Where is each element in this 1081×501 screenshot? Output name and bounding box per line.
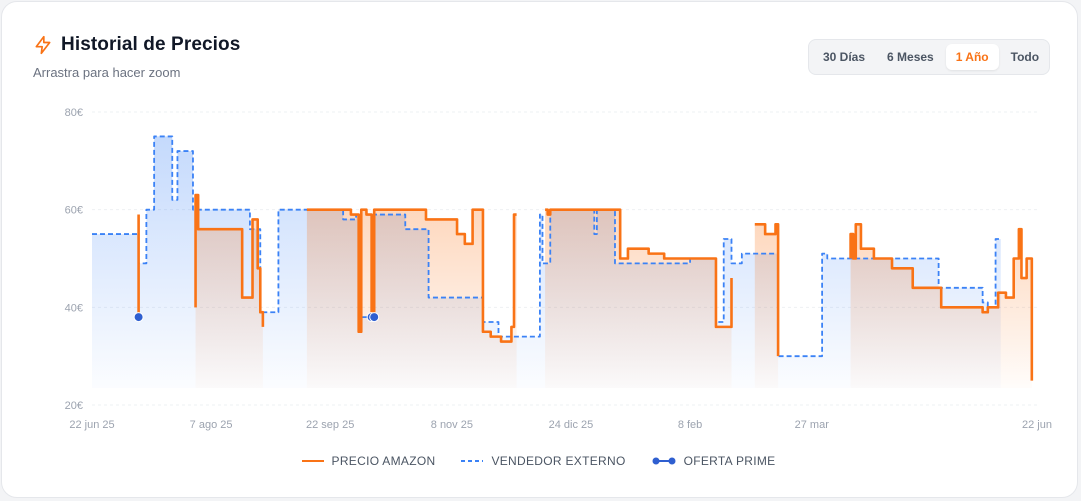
range-6-months-button[interactable]: 6 Meses [887,50,934,64]
legend-external[interactable]: VENDEDOR EXTERNO [461,454,625,468]
dashed-line-icon [461,460,484,462]
legend-amazon[interactable]: PRECIO AMAZON [301,454,436,468]
x-tick-label: 7 ago 25 [190,419,233,431]
lightning-icon [35,35,51,55]
x-tick-label: 8 feb [678,419,702,431]
prime-offer-point [369,312,380,323]
page-title: Historial de Precios [61,34,241,55]
legend-prime[interactable]: OFERTA PRIME [652,454,776,468]
zoom-hint: Arrastra para hacer zoom [33,65,181,80]
amazon-area [545,209,732,388]
range-all-button[interactable]: Todo [1010,50,1040,64]
x-tick-label: 22 sep 25 [306,419,354,431]
amazon-price-line [849,223,1034,381]
x-tick-label: 22 jun 25 [69,419,114,431]
external-seller-line [92,135,1001,358]
time-range-selector: 30 Días 6 Meses 1 Año Todo [808,39,1050,75]
solid-line-icon [301,460,324,462]
header: Historial de Precios [33,34,240,56]
x-tick-label: 27 mar [795,419,830,431]
x-tick-label: 8 nov 25 [431,419,473,431]
dot-line-icon [652,457,676,465]
amazon-price-line [545,208,733,329]
amazon-area [754,224,779,388]
legend-prime-label: OFERTA PRIME [683,454,776,468]
y-tick-label: 60€ [65,205,83,217]
legend-external-label: VENDEDOR EXTERNO [491,454,626,468]
y-tick-label: 40€ [65,302,83,314]
chart-legend: PRECIO AMAZON VENDEDOR EXTERNO OFERTA PR… [0,454,1077,468]
amazon-area [306,209,517,388]
range-1-year-button[interactable]: 1 Año [945,44,999,70]
amazon-price-line [754,223,780,357]
y-tick-label: 80€ [65,107,83,119]
amazon-area [195,195,263,388]
x-tick-label: 24 dic 25 [549,419,594,431]
legend-amazon-label: PRECIO AMAZON [331,454,436,468]
amazon-price-line [306,208,517,343]
y-tick-label: 20€ [65,400,83,412]
amazon-price-line [194,193,265,327]
x-tick-label: 22 jun [1022,419,1052,431]
range-30-days-button[interactable]: 30 Días [823,50,866,64]
prime-offer-point [133,312,144,323]
